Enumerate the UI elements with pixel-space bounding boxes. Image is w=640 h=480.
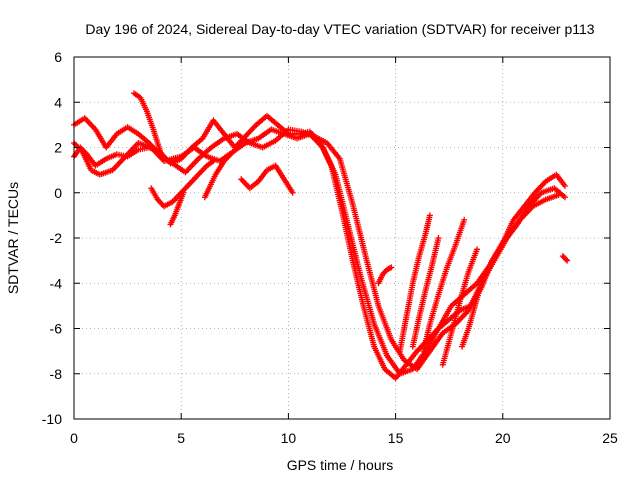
series-arc-2.8	[131, 90, 165, 160]
y-tick-label: 6	[54, 49, 62, 65]
y-tick-label: -6	[50, 321, 63, 337]
series-arc-3.7	[148, 158, 217, 210]
y-axis-label: SDTVAR / TECUs	[5, 182, 21, 294]
data-point	[461, 216, 468, 223]
data-point	[210, 158, 217, 165]
series-arc-4.6	[167, 189, 187, 228]
y-tick-label: -2	[50, 230, 63, 246]
data-point	[474, 246, 481, 253]
y-tick-label: -4	[50, 275, 63, 291]
chart-title: Day 196 of 2024, Sidereal Day-to-day VTE…	[85, 21, 594, 37]
x-tick-label: 15	[388, 430, 404, 446]
data-point	[563, 256, 570, 263]
series-arc-16.0	[409, 235, 442, 350]
data-point	[158, 153, 165, 160]
data-point	[180, 189, 187, 196]
series-arc-16.6	[420, 216, 468, 355]
x-axis-label: GPS time / hours	[287, 457, 394, 473]
series-arc-14.5	[375, 264, 395, 287]
data-point	[289, 189, 296, 196]
series-arc-15.3	[396, 212, 433, 355]
data-point	[388, 264, 395, 271]
y-tick-label: -8	[50, 366, 63, 382]
series-arc-8.0	[238, 162, 296, 196]
data-point	[555, 192, 562, 199]
data-point	[435, 235, 442, 241]
data-point	[561, 182, 568, 189]
y-tick-label: 4	[54, 94, 62, 110]
x-tick-label: 5	[177, 430, 185, 446]
series-arc-18.2	[459, 280, 485, 350]
data-point	[478, 280, 485, 287]
data-point	[426, 212, 433, 219]
data-point	[229, 149, 236, 156]
y-axis-ticks: -10 -8 -6 -4 -2 0 2 4 6	[42, 49, 610, 427]
series-arc-6.2	[201, 149, 236, 201]
x-tick-label: 20	[495, 430, 511, 446]
x-axis-ticks: 0 5 10 15 20 25	[70, 57, 618, 446]
y-tick-label: -10	[42, 411, 62, 427]
y-tick-label: 0	[54, 185, 62, 201]
x-tick-label: 0	[70, 430, 78, 446]
series-dot-22.9	[559, 253, 571, 264]
data-point	[561, 194, 568, 201]
y-tick-label: 2	[54, 140, 62, 156]
data-points	[71, 90, 571, 382]
data-point	[564, 257, 571, 264]
x-tick-label: 10	[281, 430, 297, 446]
series-arc-17.4	[439, 246, 481, 368]
x-tick-label: 25	[602, 430, 618, 446]
